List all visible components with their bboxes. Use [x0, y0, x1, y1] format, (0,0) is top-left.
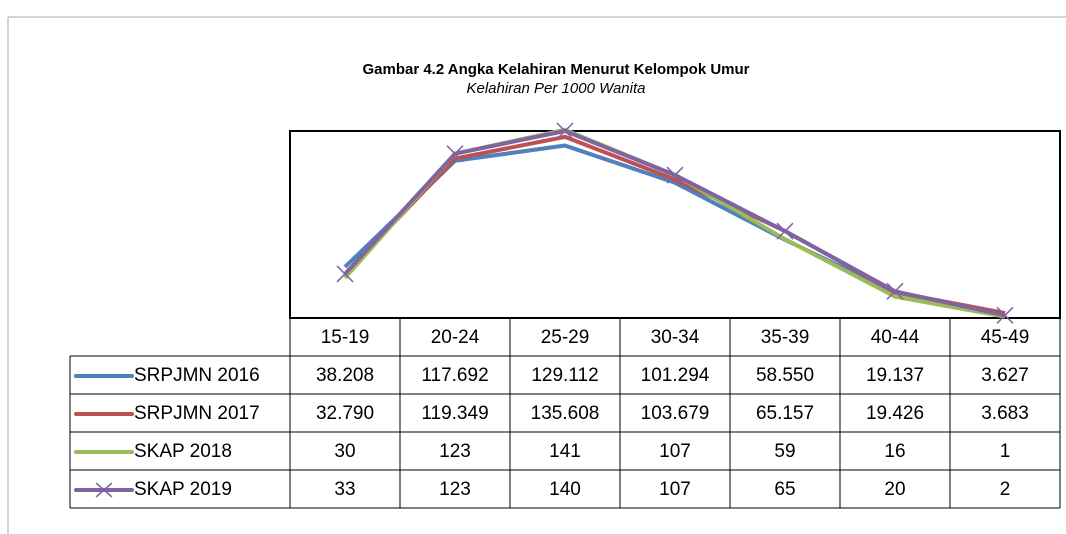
x-tick-label: 15-19	[321, 327, 370, 348]
table-value: 33	[334, 479, 355, 500]
series-line	[343, 127, 1006, 319]
plot-area	[289, 130, 1061, 319]
table-value: 32.790	[316, 403, 374, 424]
chart-subtitle: Kelahiran Per 1000 Wanita	[466, 80, 645, 97]
marker	[336, 265, 354, 283]
legend-label: SKAP 2019	[134, 479, 232, 500]
table-value: 38.208	[316, 365, 374, 386]
marker	[666, 166, 684, 184]
table-value: 123	[439, 479, 471, 500]
table-value: 30	[334, 441, 355, 462]
marker	[776, 222, 794, 240]
x-tick-label: 20-24	[431, 327, 480, 348]
table-value: 59	[774, 441, 795, 462]
marker	[886, 282, 904, 300]
legend-label: SRPJMN 2017	[134, 403, 260, 424]
x-tick-label: 30-34	[651, 327, 700, 348]
x-tick-label: 25-29	[541, 327, 590, 348]
marker	[996, 306, 1014, 324]
table-value: 3.627	[981, 365, 1029, 386]
x-tick-label: 40-44	[871, 327, 920, 348]
table-value: 2	[1000, 479, 1011, 500]
chart-title: Gambar 4.2 Angka Kelahiran Menurut Kelom…	[362, 61, 749, 78]
table-value: 19.426	[866, 403, 924, 424]
table-value: 19.137	[866, 365, 924, 386]
table-value: 123	[439, 441, 471, 462]
series-line	[343, 129, 1006, 318]
legend-marker	[95, 482, 113, 498]
table-value: 129.112	[531, 365, 598, 386]
table-value: 58.550	[756, 365, 814, 386]
marker	[556, 122, 574, 140]
table-value: 135.608	[531, 403, 600, 424]
x-tick-label: 45-49	[981, 327, 1030, 348]
table-value: 3.683	[981, 403, 1029, 424]
legend-label: SKAP 2018	[134, 441, 232, 462]
table-value: 141	[549, 441, 581, 462]
table-value: 119.349	[421, 403, 488, 424]
table-value: 103.679	[641, 403, 710, 424]
x-tick-label: 35-39	[761, 327, 810, 348]
table-value: 140	[549, 479, 581, 500]
table-value: 107	[659, 479, 691, 500]
table-value: 16	[884, 441, 905, 462]
table-value: 117.692	[421, 365, 488, 386]
marker	[446, 145, 464, 163]
legend-label: SRPJMN 2016	[134, 365, 260, 386]
table-value: 101.294	[641, 365, 710, 386]
table-value: 65.157	[756, 403, 814, 424]
table-value: 107	[659, 441, 691, 462]
table-value: 1	[1000, 441, 1011, 462]
table-value: 65	[774, 479, 795, 500]
table-value: 20	[884, 479, 905, 500]
